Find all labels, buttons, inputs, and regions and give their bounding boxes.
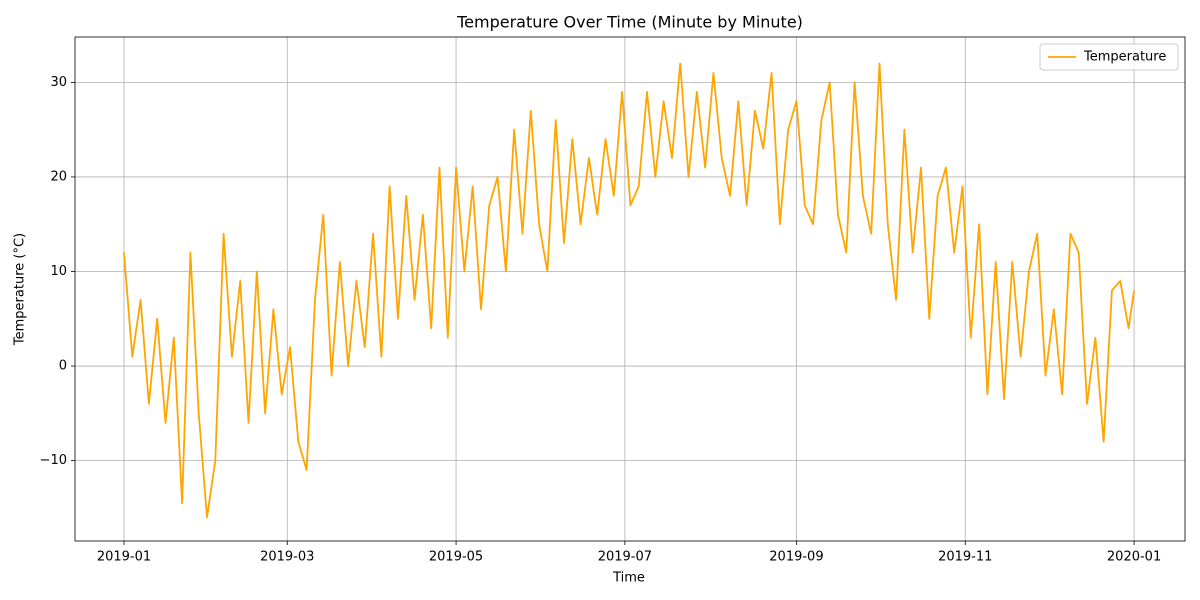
x-tick-label: 2019-09 bbox=[769, 550, 823, 565]
x-tick-label: 2019-01 bbox=[97, 550, 151, 565]
y-tick-label: 0 bbox=[59, 359, 67, 374]
x-tick-label: 2019-11 bbox=[938, 550, 992, 565]
x-tick-label: 2019-03 bbox=[260, 550, 314, 565]
y-tick-label: −10 bbox=[40, 453, 67, 468]
x-tick-label: 2019-05 bbox=[429, 550, 483, 565]
x-tick-label: 2019-07 bbox=[598, 550, 652, 565]
y-tick-label: 30 bbox=[50, 75, 67, 90]
y-tick-label: 20 bbox=[50, 169, 67, 184]
axes-frame bbox=[74, 36, 1186, 542]
chart-title: Temperature Over Time (Minute by Minute) bbox=[456, 13, 803, 32]
x-axis-label: Time bbox=[612, 571, 645, 586]
y-axis-label: Temperature (°C) bbox=[13, 233, 28, 346]
legend-box bbox=[1039, 43, 1179, 71]
legend-label: Temperature bbox=[1083, 50, 1166, 65]
x-tick-label: 2020-01 bbox=[1107, 550, 1161, 565]
data-line bbox=[123, 62, 1135, 519]
y-tick-label: 10 bbox=[50, 264, 67, 279]
